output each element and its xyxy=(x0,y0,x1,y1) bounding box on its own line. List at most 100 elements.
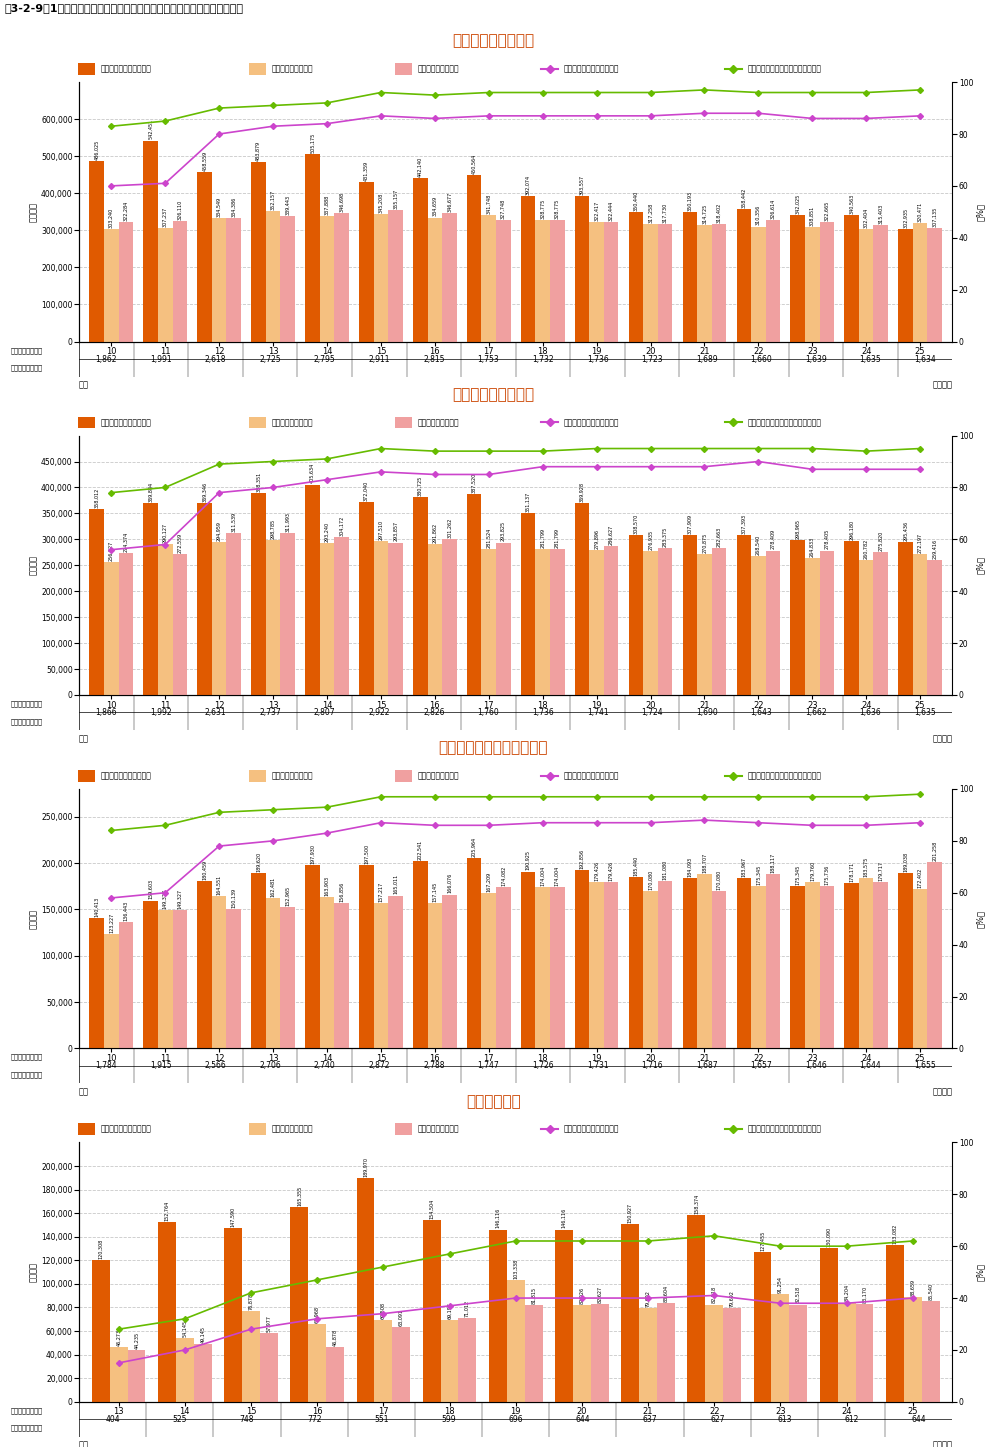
Bar xyxy=(78,64,95,75)
Text: 分別収集実施市町村数割合: 分別収集実施市町村数割合 xyxy=(564,418,619,427)
Bar xyxy=(818,550,833,695)
Bar xyxy=(682,535,696,695)
Bar xyxy=(466,175,481,341)
Text: 188,707: 188,707 xyxy=(701,852,706,873)
Text: 369,928: 369,928 xyxy=(579,482,584,502)
Text: 1,731: 1,731 xyxy=(587,1062,607,1071)
Text: 388,351: 388,351 xyxy=(255,472,260,492)
Text: 326,110: 326,110 xyxy=(177,200,182,220)
Bar xyxy=(837,1302,855,1402)
Bar xyxy=(805,881,818,1049)
Text: 123,227: 123,227 xyxy=(108,913,113,933)
Bar xyxy=(442,213,457,341)
Bar xyxy=(104,229,118,341)
Bar xyxy=(466,858,481,1049)
Bar xyxy=(912,223,927,341)
Bar xyxy=(193,1344,211,1402)
Text: 157,145: 157,145 xyxy=(432,881,437,901)
Bar xyxy=(525,1305,542,1402)
Text: 分別収集見込量（トン）: 分別収集見込量（トン） xyxy=(101,65,152,74)
Text: 174,004: 174,004 xyxy=(539,865,544,886)
Bar xyxy=(843,216,858,341)
Bar xyxy=(488,1230,506,1402)
Text: 188,117: 188,117 xyxy=(770,852,775,873)
Text: 1,635: 1,635 xyxy=(913,708,935,716)
Text: 317,730: 317,730 xyxy=(662,203,667,223)
Bar xyxy=(589,883,603,1049)
Text: 290,127: 290,127 xyxy=(163,524,168,544)
Bar xyxy=(90,509,104,695)
Text: 2,795: 2,795 xyxy=(314,355,335,363)
Text: 分別収集実施市町村数割合: 分別収集実施市町村数割合 xyxy=(564,65,619,74)
Bar xyxy=(843,883,858,1049)
Bar xyxy=(226,217,241,341)
Text: 322,444: 322,444 xyxy=(608,201,613,221)
Bar xyxy=(643,551,657,695)
Bar xyxy=(819,1249,837,1402)
Text: 551: 551 xyxy=(374,1415,388,1424)
Text: （年度）: （年度） xyxy=(932,1441,951,1447)
Bar xyxy=(750,886,765,1049)
Text: 346,677: 346,677 xyxy=(447,192,452,213)
Text: 337,888: 337,888 xyxy=(324,195,329,216)
Bar xyxy=(319,543,334,695)
Text: 180,459: 180,459 xyxy=(202,860,207,880)
Bar xyxy=(574,195,589,341)
Bar xyxy=(466,493,481,695)
Bar xyxy=(248,1123,266,1136)
Text: （年度）: （年度） xyxy=(932,734,951,742)
Bar xyxy=(682,211,696,341)
Bar xyxy=(682,878,696,1049)
Text: 404: 404 xyxy=(106,1415,119,1424)
Bar xyxy=(496,543,510,695)
Y-axis label: （トン）: （トン） xyxy=(30,556,38,576)
Text: 120,308: 120,308 xyxy=(99,1239,104,1259)
Text: 1,991: 1,991 xyxy=(150,355,172,363)
Bar xyxy=(521,871,534,1049)
Text: 505,175: 505,175 xyxy=(310,133,315,153)
Text: 293,825: 293,825 xyxy=(500,521,505,541)
Text: 274,374: 274,374 xyxy=(123,531,128,551)
Text: 無色のガラス製容器: 無色のガラス製容器 xyxy=(452,33,534,48)
Bar xyxy=(280,532,295,695)
Text: 184,093: 184,093 xyxy=(686,857,691,877)
Text: 275,820: 275,820 xyxy=(878,531,882,551)
Text: 164,551: 164,551 xyxy=(217,874,222,894)
Text: 293,857: 293,857 xyxy=(392,521,397,541)
Bar xyxy=(173,221,187,341)
Bar xyxy=(686,1215,705,1402)
Text: 156,856: 156,856 xyxy=(339,881,344,901)
Text: 295,436: 295,436 xyxy=(902,521,907,541)
Bar xyxy=(912,554,927,695)
Text: 183,575: 183,575 xyxy=(863,857,868,877)
Bar xyxy=(319,897,334,1049)
Text: 345,208: 345,208 xyxy=(378,192,383,213)
Text: 294,959: 294,959 xyxy=(217,521,222,541)
Text: 2,826: 2,826 xyxy=(423,708,444,716)
Text: 696: 696 xyxy=(508,1415,523,1424)
Text: 355,157: 355,157 xyxy=(392,188,397,208)
Bar xyxy=(92,1260,109,1402)
Bar xyxy=(143,900,158,1049)
Bar xyxy=(481,893,496,1049)
Text: 2,922: 2,922 xyxy=(368,708,389,716)
Text: 2,737: 2,737 xyxy=(259,708,281,716)
Text: 627: 627 xyxy=(709,1415,724,1424)
Bar xyxy=(387,543,402,695)
Text: 1,724: 1,724 xyxy=(641,708,663,716)
Bar xyxy=(359,502,374,695)
Bar xyxy=(212,896,226,1049)
Text: 分別収集見込量（トン）: 分別収集見込量（トン） xyxy=(101,418,152,427)
Text: 165,011: 165,011 xyxy=(392,874,397,894)
Bar xyxy=(603,883,618,1049)
Bar xyxy=(226,534,241,695)
Bar xyxy=(496,220,510,341)
Bar xyxy=(158,544,173,695)
Bar xyxy=(927,560,941,695)
Text: 分別収集実施市町: 分別収集実施市町 xyxy=(11,1408,42,1414)
Text: 178,171: 178,171 xyxy=(848,862,853,883)
Text: 350,440: 350,440 xyxy=(633,191,638,211)
Y-axis label: （%）: （%） xyxy=(975,203,984,221)
Bar xyxy=(481,548,496,695)
Text: 54,145: 54,145 xyxy=(182,1320,187,1337)
